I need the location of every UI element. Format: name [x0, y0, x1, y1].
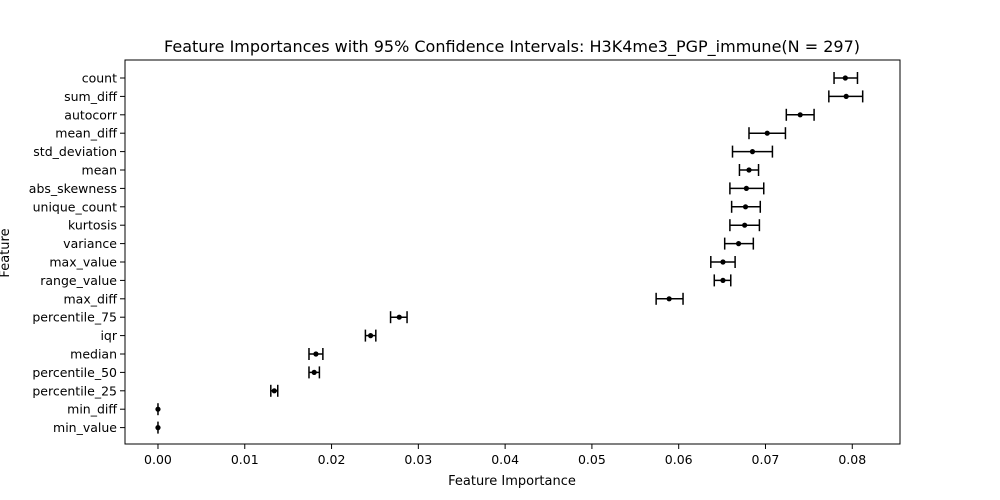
y-tick-label: unique_count [33, 199, 117, 214]
x-tick-label: 0.00 [144, 452, 172, 467]
errorbar-percentile_50 [308, 366, 321, 379]
errorbar-unique_count [730, 200, 762, 213]
errorbar-max_value [710, 256, 736, 268]
data-point [313, 351, 319, 357]
data-point [720, 259, 726, 265]
data-point [735, 241, 742, 247]
errorbar-percentile_25 [270, 384, 279, 397]
y-tick-label: mean_diff [55, 126, 117, 141]
errorbar-mean [738, 164, 760, 176]
errorbar-autocorr [785, 108, 815, 121]
data-point [396, 314, 402, 320]
errorbar-max_diff [655, 292, 684, 305]
y-tick-label: mean [82, 163, 117, 178]
y-tick-label: min_diff [67, 402, 117, 417]
x-tick-label: 0.07 [752, 452, 780, 467]
chart-title: Feature Importances with 95% Confidence … [164, 37, 860, 57]
errorbar-min_diff [155, 403, 161, 416]
errorbar-kurtosis [729, 219, 761, 232]
x-tick-label: 0.03 [404, 452, 432, 467]
y-tick-label: range_value [40, 273, 117, 288]
y-tick-label: std_deviation [33, 144, 117, 159]
x-tick-label: 0.02 [318, 452, 346, 467]
x-axis-label: Feature Importance [448, 474, 576, 489]
data-point [742, 204, 749, 210]
y-tick-label: median [70, 347, 117, 362]
errorbar-range_value [713, 274, 732, 287]
data-point [311, 369, 317, 375]
errorbar-sum_diff [828, 90, 864, 103]
errorbar-abs_skewness [729, 182, 765, 195]
data-point [743, 185, 749, 191]
errorbar-count [833, 72, 859, 84]
errorbar-percentile_75 [389, 311, 408, 324]
data-point [797, 112, 803, 118]
y-axis-label: Feature [0, 228, 13, 277]
y-tick-label: percentile_75 [32, 310, 117, 325]
data-point [746, 167, 752, 173]
x-tick-label: 0.06 [665, 452, 693, 467]
y-tick-label: max_diff [63, 291, 117, 306]
y-tick-label: iqr [100, 328, 117, 343]
x-tick-label: 0.04 [491, 452, 519, 467]
y-tick-label: variance [63, 236, 117, 251]
y-tick-label: max_value [49, 255, 117, 270]
y-tick-label: autocorr [64, 107, 118, 122]
data-point [764, 130, 770, 136]
plot-frame [124, 59, 901, 445]
y-tick-label: percentile_25 [32, 383, 117, 398]
data-point [749, 149, 756, 155]
data-point [271, 388, 277, 394]
y-tick-label: kurtosis [68, 218, 117, 233]
errorbar-mean_diff [748, 127, 787, 140]
data-point [842, 75, 848, 81]
data-point [155, 425, 161, 431]
data-point [666, 296, 672, 302]
errorbar-variance [723, 237, 755, 250]
x-tick-label: 0.05 [578, 452, 606, 467]
x-tick-label: 0.08 [838, 452, 866, 467]
y-tick-label: min_value [53, 420, 117, 435]
errorbar-median [308, 348, 324, 360]
data-marks [155, 72, 864, 434]
data-point [742, 222, 748, 228]
data-point [843, 93, 849, 99]
errorbar-std_deviation [731, 145, 774, 158]
data-point [720, 277, 726, 283]
x-tick-label: 0.01 [231, 452, 259, 467]
y-tick-label: abs_skewness [29, 181, 117, 196]
data-point [155, 406, 161, 412]
y-tick-label: count [82, 71, 117, 86]
y-tick-label: sum_diff [64, 89, 117, 104]
errorbar-iqr [364, 329, 377, 342]
errorbar-min_value [155, 421, 161, 434]
data-point [368, 333, 374, 339]
axis-ticks: 0.00 0.01 0.02 0.03 0.04 0.05 0.06 0.07 0.08 coun… [29, 71, 866, 468]
y-tick-label: percentile_50 [32, 365, 117, 380]
